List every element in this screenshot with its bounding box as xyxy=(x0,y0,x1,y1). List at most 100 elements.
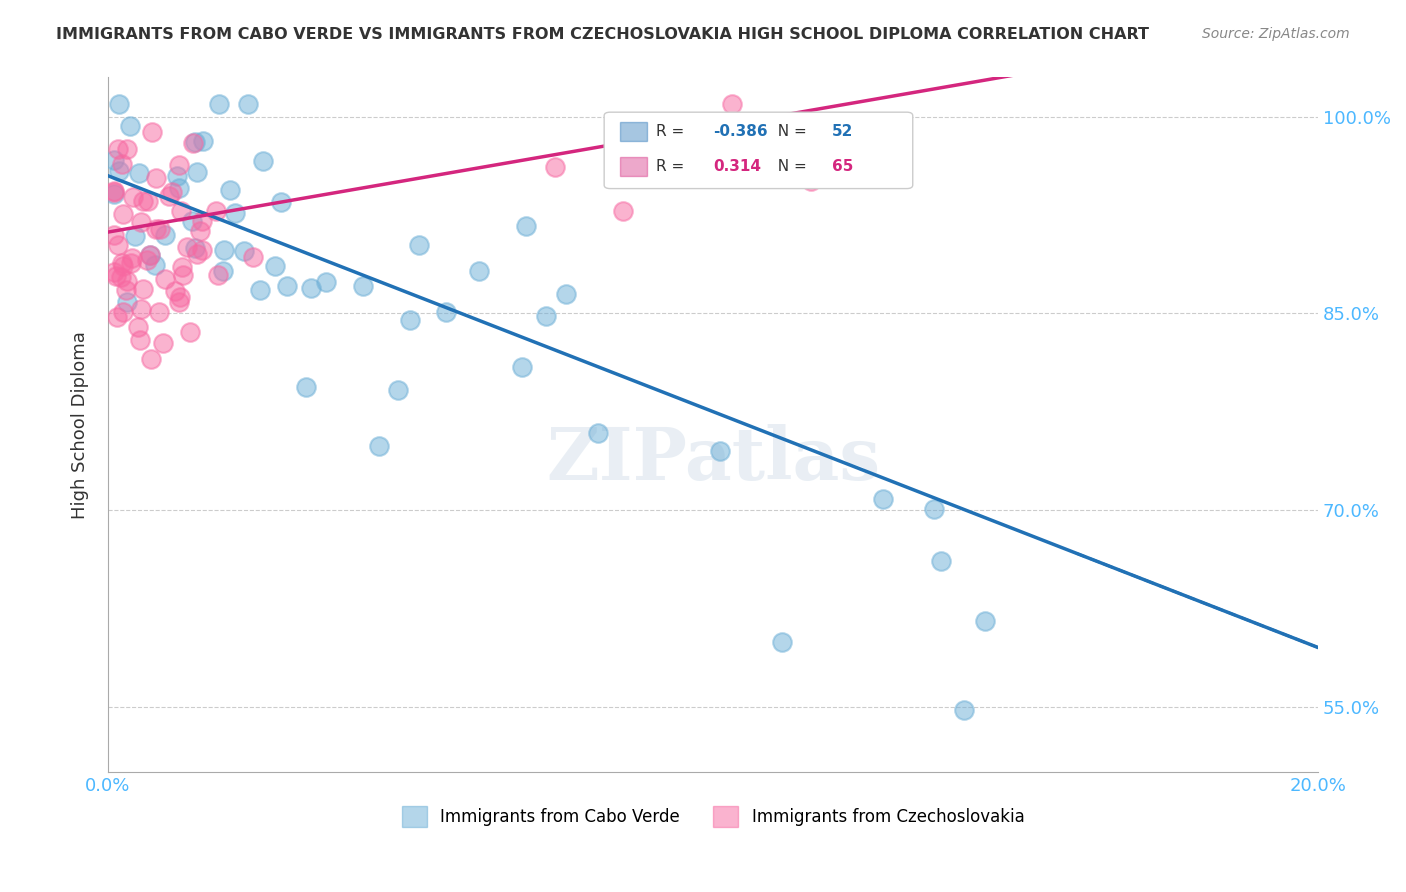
Cabo Verde xyxy=(108,164,131,178)
Czechoslovakia xyxy=(117,143,139,157)
Cabo Verde xyxy=(872,491,894,506)
Czechoslovakia xyxy=(120,256,142,270)
Czechoslovakia xyxy=(149,222,172,236)
Czechoslovakia xyxy=(129,215,152,229)
Cabo Verde xyxy=(128,166,150,180)
Cabo Verde xyxy=(770,635,793,649)
Cabo Verde xyxy=(408,238,430,252)
Cabo Verde xyxy=(515,219,537,234)
Czechoslovakia xyxy=(131,282,153,296)
Czechoslovakia xyxy=(141,125,163,139)
Cabo Verde xyxy=(368,439,391,453)
Cabo Verde xyxy=(224,205,246,219)
Czechoslovakia xyxy=(128,333,150,347)
Czechoslovakia xyxy=(172,268,194,282)
Czechoslovakia xyxy=(623,162,645,177)
Czechoslovakia xyxy=(242,250,264,264)
Czechoslovakia xyxy=(111,157,134,171)
Czechoslovakia xyxy=(131,301,153,316)
Cabo Verde xyxy=(218,184,240,198)
Czechoslovakia xyxy=(103,185,125,199)
Y-axis label: High School Diploma: High School Diploma xyxy=(72,331,89,518)
Cabo Verde xyxy=(270,194,292,209)
Cabo Verde xyxy=(115,294,138,309)
Legend: Immigrants from Cabo Verde, Immigrants from Czechoslovakia: Immigrants from Cabo Verde, Immigrants f… xyxy=(395,799,1031,833)
Text: N =: N = xyxy=(768,159,811,174)
Czechoslovakia xyxy=(112,304,135,318)
Czechoslovakia xyxy=(165,284,187,298)
Czechoslovakia xyxy=(121,251,143,265)
Czechoslovakia xyxy=(176,240,198,254)
Cabo Verde xyxy=(952,703,974,717)
Czechoslovakia xyxy=(112,259,135,273)
Czechoslovakia xyxy=(744,150,766,164)
Bar xyxy=(620,122,647,141)
Cabo Verde xyxy=(555,286,578,301)
Cabo Verde xyxy=(315,275,337,289)
Czechoslovakia xyxy=(145,221,167,235)
Bar xyxy=(620,157,647,176)
Text: 65: 65 xyxy=(832,159,853,174)
Cabo Verde xyxy=(139,248,162,262)
Czechoslovakia xyxy=(800,174,823,188)
Czechoslovakia xyxy=(191,244,214,258)
Czechoslovakia xyxy=(111,256,134,270)
Cabo Verde xyxy=(180,213,202,227)
Cabo Verde xyxy=(103,153,125,168)
Cabo Verde xyxy=(387,383,409,397)
Cabo Verde xyxy=(167,180,190,194)
Czechoslovakia xyxy=(139,248,162,262)
Czechoslovakia xyxy=(145,170,167,185)
Czechoslovakia xyxy=(139,352,162,367)
Czechoslovakia xyxy=(103,265,125,279)
Czechoslovakia xyxy=(761,116,783,130)
Cabo Verde xyxy=(973,615,995,629)
Czechoslovakia xyxy=(105,310,128,325)
Czechoslovakia xyxy=(103,186,125,200)
Czechoslovakia xyxy=(170,203,193,218)
Czechoslovakia xyxy=(103,228,125,243)
Cabo Verde xyxy=(232,244,254,258)
Cabo Verde xyxy=(249,283,271,297)
Czechoslovakia xyxy=(115,274,138,288)
Text: ZIPatlas: ZIPatlas xyxy=(546,424,880,495)
Czechoslovakia xyxy=(169,290,191,304)
Cabo Verde xyxy=(510,359,533,374)
Czechoslovakia xyxy=(191,214,214,228)
Czechoslovakia xyxy=(115,283,138,297)
Czechoslovakia xyxy=(153,271,176,285)
Czechoslovakia xyxy=(169,295,191,310)
Cabo Verde xyxy=(534,309,557,323)
Text: 52: 52 xyxy=(832,124,853,139)
Czechoslovakia xyxy=(127,319,149,334)
Cabo Verde xyxy=(299,281,322,295)
Cabo Verde xyxy=(276,279,298,293)
Cabo Verde xyxy=(153,228,176,243)
Text: R =: R = xyxy=(657,159,689,174)
Czechoslovakia xyxy=(207,268,229,282)
Czechoslovakia xyxy=(188,224,211,238)
Czechoslovakia xyxy=(186,246,208,260)
Czechoslovakia xyxy=(863,162,886,177)
Cabo Verde xyxy=(468,264,491,278)
Cabo Verde xyxy=(184,135,207,149)
Cabo Verde xyxy=(208,96,231,111)
Cabo Verde xyxy=(184,241,207,255)
Cabo Verde xyxy=(399,312,422,326)
FancyBboxPatch shape xyxy=(605,112,912,188)
Cabo Verde xyxy=(191,134,214,148)
Czechoslovakia xyxy=(170,260,193,275)
Cabo Verde xyxy=(922,502,945,516)
Cabo Verde xyxy=(434,304,457,318)
Czechoslovakia xyxy=(720,96,742,111)
Czechoslovakia xyxy=(179,325,201,339)
Czechoslovakia xyxy=(204,203,226,218)
Text: -0.386: -0.386 xyxy=(713,124,768,139)
Czechoslovakia xyxy=(136,253,159,268)
Czechoslovakia xyxy=(136,194,159,209)
Czechoslovakia xyxy=(132,194,155,208)
Cabo Verde xyxy=(211,264,233,278)
Czechoslovakia xyxy=(695,134,717,148)
Cabo Verde xyxy=(252,153,274,168)
Czechoslovakia xyxy=(152,336,174,351)
